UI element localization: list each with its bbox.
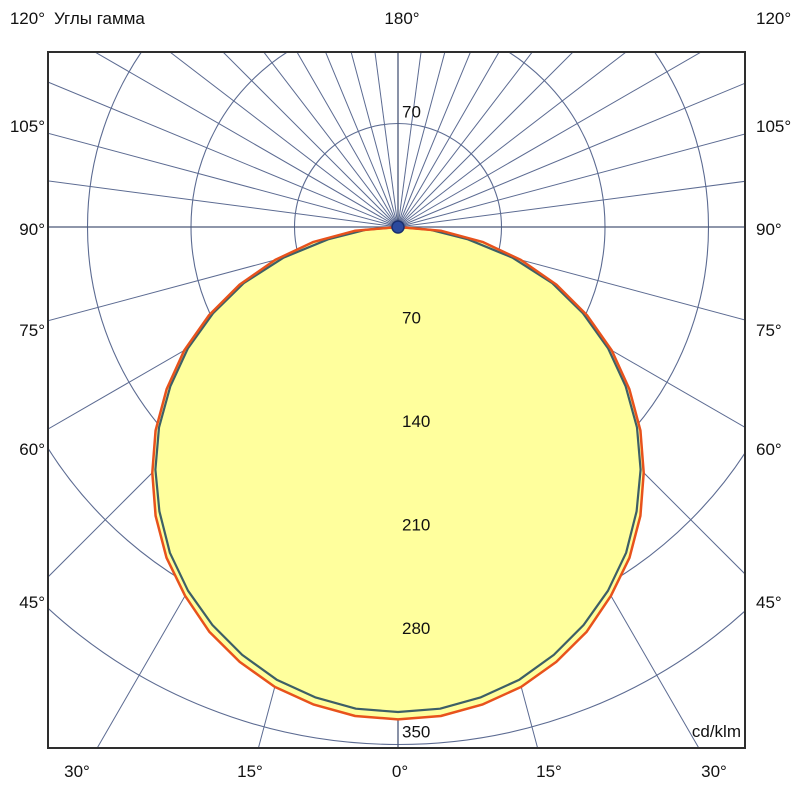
gamma-label-right: 105°: [756, 117, 791, 136]
radial-line: [93, 52, 399, 228]
gamma-label-right: 90°: [756, 220, 782, 239]
radial-line: [397, 133, 745, 228]
gamma-label-left: 75°: [19, 321, 45, 340]
radial-line: [222, 52, 399, 228]
gamma-label-right: 75°: [756, 321, 782, 340]
gamma-label-left: 45°: [19, 593, 45, 612]
intensity-curves: [151, 225, 645, 721]
ring-label: 70: [402, 103, 421, 122]
gamma-label-bottom: 30°: [701, 762, 727, 781]
gamma-label-right: 45°: [756, 593, 782, 612]
radial-line: [48, 81, 399, 228]
gamma-side-labels: 105° 105° 90° 90° 75° 75° 60° 60° 45° 45° 30° 15° 0°…: [10, 117, 791, 781]
radial-line: [397, 52, 472, 228]
intensity-curve-inner: [154, 225, 642, 714]
ring-label: 70: [402, 309, 421, 328]
gamma-label-bottom: 0°: [392, 762, 408, 781]
gamma-label-left: 90°: [19, 220, 45, 239]
unit-label: cd/klm: [692, 722, 741, 741]
radial-line: [397, 180, 745, 228]
gamma-label-top-left: 120°: [10, 9, 45, 28]
gamma-label-bottom: 30°: [64, 762, 90, 781]
distribution-fill: [152, 227, 644, 720]
gamma-label-bottom: 15°: [237, 762, 263, 781]
radial-line: [397, 52, 422, 228]
ring-label: 210: [402, 516, 430, 535]
radial-line: [397, 52, 627, 228]
gamma-label-left: 60°: [19, 440, 45, 459]
radial-line: [397, 52, 703, 228]
radial-line: [324, 52, 399, 228]
radial-line: [397, 226, 745, 321]
radial-line: [397, 52, 446, 228]
intensity-curve-outer: [151, 225, 645, 721]
gamma-label-top-center: 180°: [384, 9, 419, 28]
radial-line: [374, 52, 399, 228]
ring-labels: 70 70 140 210 280 350: [402, 103, 430, 742]
radial-line: [296, 52, 399, 228]
luminaire-center-dot: [391, 220, 405, 234]
ring-label: 350: [402, 723, 430, 742]
ring-label: 140: [402, 412, 430, 431]
radial-line: [48, 226, 399, 322]
chart-title: Углы гамма: [54, 9, 145, 28]
gamma-label-right: 60°: [756, 440, 782, 459]
radial-line: [397, 82, 745, 228]
gamma-label-left: 105°: [10, 117, 45, 136]
ring-label: 280: [402, 619, 430, 638]
gamma-label-top-right: 120°: [756, 9, 791, 28]
radial-line: [397, 52, 574, 228]
plot-frame: [47, 51, 746, 749]
radial-line: [350, 52, 399, 228]
radial-line: [169, 52, 399, 228]
radial-line: [397, 52, 500, 228]
radial-line: [48, 132, 399, 228]
radial-line: [48, 180, 399, 228]
radial-line: [263, 52, 399, 228]
radial-line: [397, 52, 533, 228]
gamma-label-bottom: 15°: [536, 762, 562, 781]
